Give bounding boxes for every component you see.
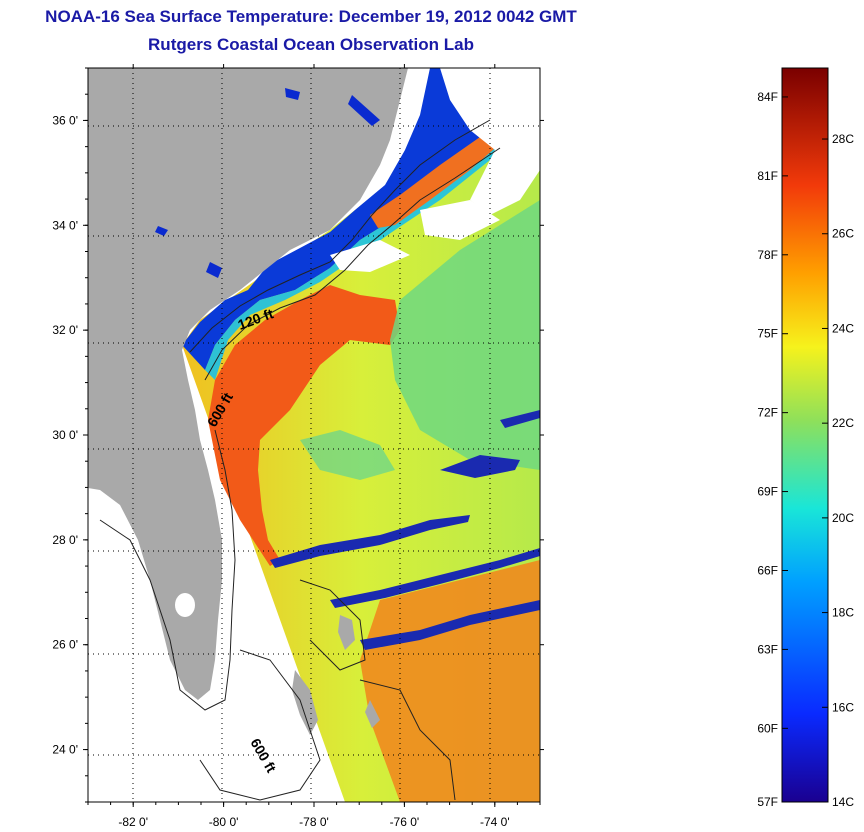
celsius-tick-label: 20C [832,511,854,525]
lon-tick-label: -76 0' [390,815,420,829]
temperature-colorbar [781,67,829,803]
grid-lines [88,68,540,802]
lat-tick-label: 24 0' [52,743,78,757]
celsius-tick-label: 16C [832,700,854,714]
map-title: NOAA-16 Sea Surface Temperature: Decembe… [45,7,577,26]
fahrenheit-tick-label: 72F [757,406,778,420]
lat-tick-label: 26 0' [52,638,78,652]
lon-tick-label: -78 0' [299,815,329,829]
lake-okeechobee [175,593,195,617]
axis-ticks: -82 0' -80 0' -78 0' -76 0' -74 0' 36 0' 34 0'… [52,64,544,829]
celsius-tick-label: 26C [832,227,854,241]
gulf-stream [208,285,400,566]
celsius-tick-label: 28C [832,132,854,146]
lat-tick-label: 28 0' [52,533,78,547]
fahrenheit-tick-label: 78F [757,248,778,262]
gulf-stream-north [370,130,510,228]
cloud-streaks [270,410,540,650]
lon-tick-label: -80 0' [209,815,239,829]
celsius-tick-label: 22C [832,416,854,430]
lat-tick-label: 34 0' [52,218,78,232]
lat-tick-label: 36 0' [52,113,78,127]
celsius-tick-label: 24C [832,321,854,335]
colorbar-ticks: 28C 26C 24C 22C 20C 18C 16C 14C 84F 81F 78F 75F 72F 6… [757,90,854,809]
fahrenheit-tick-label: 75F [757,327,778,341]
celsius-tick-label: 18C [832,606,854,620]
land-southeast-us [88,68,408,700]
depth-contours [99,119,501,801]
cool-eddy [300,430,395,480]
mid-ocean-cool-patch [390,200,540,470]
fahrenheit-tick-label: 57F [757,795,778,809]
lat-tick-label: 30 0' [52,428,78,442]
celsius-tick-label: 14C [832,795,854,809]
warm-southern-water [360,560,540,802]
lon-tick-label: -74 0' [480,815,510,829]
fahrenheit-tick-label: 63F [757,642,778,656]
map-subtitle: Rutgers Coastal Ocean Observation Lab [148,35,474,54]
inland-water [155,88,380,278]
fahrenheit-tick-label: 60F [757,721,778,735]
lon-tick-label: -82 0' [118,815,148,829]
lat-tick-label: 32 0' [52,323,78,337]
fahrenheit-tick-label: 69F [757,485,778,499]
fahrenheit-tick-label: 66F [757,563,778,577]
fahrenheit-tick-label: 81F [757,169,778,183]
fahrenheit-tick-label: 84F [757,90,778,104]
